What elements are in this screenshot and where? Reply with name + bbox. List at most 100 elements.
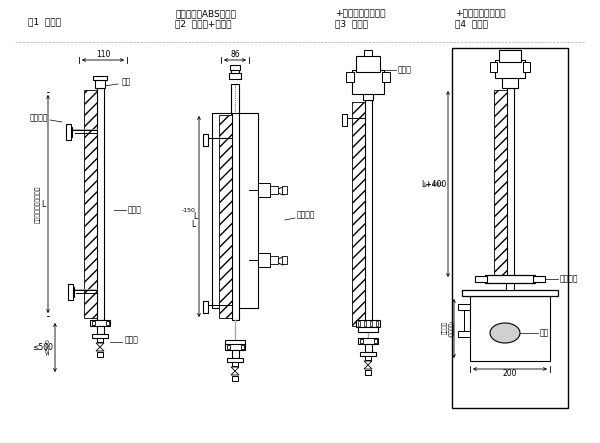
Bar <box>97 352 103 357</box>
Polygon shape <box>231 371 239 375</box>
Text: L: L <box>42 199 46 209</box>
Polygon shape <box>364 365 372 369</box>
Polygon shape <box>96 347 104 351</box>
Bar <box>95 80 105 88</box>
Text: ≤500: ≤500 <box>32 343 53 352</box>
Polygon shape <box>231 367 239 371</box>
Bar <box>282 256 287 264</box>
Text: L: L <box>193 212 197 221</box>
Bar <box>90 320 110 326</box>
Bar <box>358 327 378 332</box>
Bar <box>485 275 535 283</box>
Text: 排污阀: 排污阀 <box>125 335 139 345</box>
Bar <box>212 113 258 308</box>
Bar <box>506 283 514 290</box>
Bar <box>495 60 525 78</box>
Bar <box>490 62 497 72</box>
Bar <box>229 73 241 79</box>
Bar <box>458 304 470 310</box>
Text: 安装法兰: 安装法兰 <box>560 275 578 284</box>
Bar <box>352 70 384 94</box>
Text: 显示器: 显示器 <box>128 206 142 214</box>
Text: 浮子: 浮子 <box>540 329 549 338</box>
Bar <box>370 321 372 326</box>
Text: 报警开关: 报警开关 <box>297 210 316 219</box>
Bar <box>364 50 372 56</box>
Bar <box>502 76 518 88</box>
Text: 传感距离
(测量范围): 传感距离 (测量范围) <box>442 319 454 337</box>
Bar <box>68 127 72 137</box>
Text: -150: -150 <box>182 207 196 213</box>
Text: +电远传（侧装式）: +电远传（侧装式） <box>335 9 386 19</box>
Bar <box>232 362 238 366</box>
Text: ≤500: ≤500 <box>45 338 50 355</box>
Bar <box>203 301 208 313</box>
Bar <box>84 90 100 318</box>
Bar <box>282 186 287 194</box>
Bar <box>382 72 390 82</box>
Bar <box>97 88 104 320</box>
Bar <box>270 186 278 194</box>
Text: L: L <box>192 219 196 229</box>
Bar <box>225 344 245 350</box>
Bar <box>533 276 545 282</box>
Bar <box>507 76 513 92</box>
Bar <box>358 321 360 326</box>
Bar <box>258 183 270 197</box>
Text: 开关输出（ABS材质）: 开关输出（ABS材质） <box>175 9 236 19</box>
Text: 86: 86 <box>230 50 240 58</box>
Bar <box>66 124 71 140</box>
Bar <box>462 290 558 296</box>
Bar <box>494 90 510 278</box>
Ellipse shape <box>490 323 520 343</box>
Bar <box>356 56 380 72</box>
Bar <box>227 358 243 362</box>
Bar <box>97 326 104 334</box>
Bar <box>475 276 487 282</box>
Bar <box>523 62 530 72</box>
Bar <box>241 345 244 349</box>
Bar <box>365 344 372 352</box>
Bar <box>230 65 240 70</box>
Text: 图1  基本型: 图1 基本型 <box>28 18 61 27</box>
Bar <box>364 321 366 326</box>
Bar <box>358 338 378 344</box>
Bar <box>203 134 208 146</box>
Bar <box>452 48 568 408</box>
Bar <box>93 76 107 80</box>
Text: 安装间距（测量范围）: 安装间距（测量范围） <box>35 185 41 223</box>
Text: 200: 200 <box>503 369 517 378</box>
Bar <box>106 321 109 325</box>
Bar <box>365 356 371 360</box>
Bar <box>231 69 239 73</box>
Bar <box>346 72 354 82</box>
Bar <box>365 90 371 102</box>
Bar <box>507 88 514 280</box>
Bar <box>258 253 270 267</box>
Bar <box>227 345 230 349</box>
Text: 图4  基本型: 图4 基本型 <box>455 19 488 28</box>
Bar <box>499 50 521 62</box>
Bar <box>365 100 372 328</box>
Bar <box>352 102 368 326</box>
Bar <box>232 376 238 381</box>
Bar <box>470 296 550 361</box>
Bar <box>376 321 378 326</box>
Bar <box>360 352 376 356</box>
Bar <box>363 92 373 100</box>
Bar <box>356 320 380 327</box>
Bar <box>342 114 347 126</box>
Bar <box>374 339 377 343</box>
Text: +电远传（顶装式）: +电远传（顶装式） <box>455 9 505 19</box>
Polygon shape <box>96 343 104 347</box>
Text: 变送器: 变送器 <box>398 66 412 74</box>
Bar <box>219 115 235 318</box>
Text: L+400: L+400 <box>421 179 446 189</box>
Bar <box>97 338 103 342</box>
Text: 筒体: 筒体 <box>122 78 131 86</box>
Text: L+400: L+400 <box>424 182 444 187</box>
Bar <box>270 256 278 264</box>
Bar <box>231 84 239 114</box>
Text: 110: 110 <box>96 50 110 58</box>
Bar <box>225 340 245 345</box>
